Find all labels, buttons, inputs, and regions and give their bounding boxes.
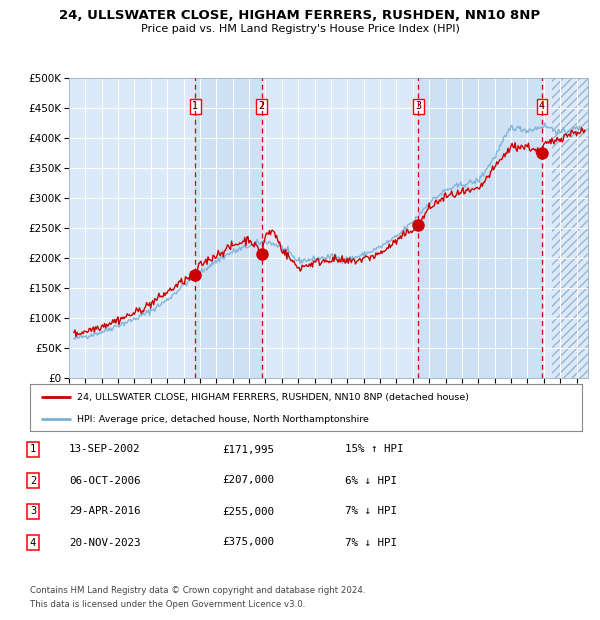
Text: 29-APR-2016: 29-APR-2016	[69, 507, 140, 516]
Bar	[195, 78, 262, 378]
Text: Price paid vs. HM Land Registry's House Price Index (HPI): Price paid vs. HM Land Registry's House …	[140, 24, 460, 33]
Text: 24, ULLSWATER CLOSE, HIGHAM FERRERS, RUSHDEN, NN10 8NP (detached house): 24, ULLSWATER CLOSE, HIGHAM FERRERS, RUS…	[77, 393, 469, 402]
Text: 06-OCT-2006: 06-OCT-2006	[69, 476, 140, 485]
Text: £207,000: £207,000	[222, 476, 274, 485]
Text: £171,995: £171,995	[222, 445, 274, 454]
Text: This data is licensed under the Open Government Licence v3.0.: This data is licensed under the Open Gov…	[30, 600, 305, 609]
Text: 6% ↓ HPI: 6% ↓ HPI	[345, 476, 397, 485]
Text: 24, ULLSWATER CLOSE, HIGHAM FERRERS, RUSHDEN, NN10 8NP: 24, ULLSWATER CLOSE, HIGHAM FERRERS, RUS…	[59, 9, 541, 22]
Text: 4: 4	[539, 101, 545, 112]
Text: 7% ↓ HPI: 7% ↓ HPI	[345, 538, 397, 547]
Text: 7% ↓ HPI: 7% ↓ HPI	[345, 507, 397, 516]
Text: 3: 3	[30, 507, 36, 516]
Text: HPI: Average price, detached house, North Northamptonshire: HPI: Average price, detached house, Nort…	[77, 415, 369, 424]
Text: 2: 2	[30, 476, 36, 485]
Text: £255,000: £255,000	[222, 507, 274, 516]
Text: 1: 1	[192, 101, 198, 112]
Bar	[418, 78, 542, 378]
Text: 3: 3	[415, 101, 421, 112]
Text: 4: 4	[30, 538, 36, 547]
Text: 13-SEP-2002: 13-SEP-2002	[69, 445, 140, 454]
Text: Contains HM Land Registry data © Crown copyright and database right 2024.: Contains HM Land Registry data © Crown c…	[30, 586, 365, 595]
Text: £375,000: £375,000	[222, 538, 274, 547]
Text: 1: 1	[30, 445, 36, 454]
Text: 2: 2	[259, 101, 265, 112]
Text: 20-NOV-2023: 20-NOV-2023	[69, 538, 140, 547]
Text: 15% ↑ HPI: 15% ↑ HPI	[345, 445, 404, 454]
